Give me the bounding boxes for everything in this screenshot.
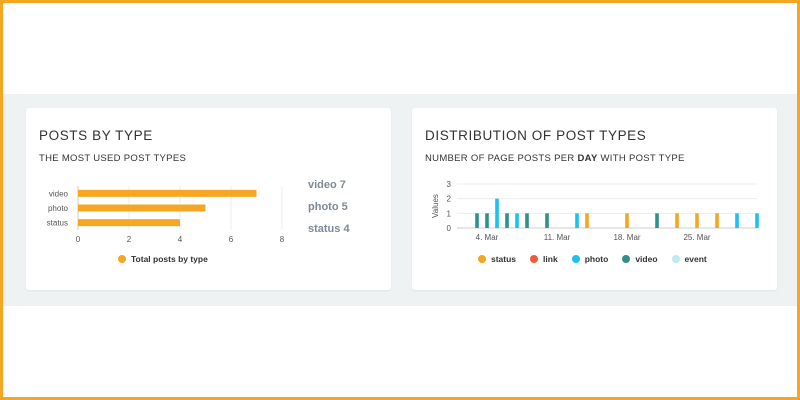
- distribution-chart: Values 0 1 2 3 4. Mar 11. Mar 18. Mar 25. Mar: [431, 180, 759, 242]
- card-subtitle: THE MOST USED POST TYPES: [39, 153, 187, 164]
- card-title: DISTRIBUTION OF POST TYPES: [425, 128, 647, 143]
- y-tick-label: 0: [447, 224, 452, 233]
- column-status: [715, 213, 719, 228]
- legend-dot: [571, 255, 580, 263]
- column-photo: [735, 213, 739, 228]
- subtitle-post: WITH POST TYPE: [597, 153, 685, 164]
- side-label-status: status 4: [308, 223, 350, 235]
- column-photo: [495, 198, 499, 228]
- legend-item-total[interactable]: Total posts by type: [118, 254, 208, 264]
- card-title: POSTS BY TYPE: [39, 128, 153, 143]
- legend-dot: [622, 255, 631, 263]
- legend-item-video[interactable]: video: [622, 254, 658, 264]
- column-video: [525, 213, 529, 228]
- legend-dot: [478, 255, 486, 263]
- legend: Total posts by type: [118, 254, 208, 264]
- column-video: [475, 213, 479, 228]
- legend-label: link: [543, 254, 558, 264]
- column-status: [625, 213, 629, 228]
- card-subtitle: NUMBER OF PAGE POSTS PER DAY WITH POST T…: [425, 153, 685, 164]
- legend-dot: [118, 255, 126, 263]
- legend-label: photo: [584, 254, 609, 264]
- x-tick-label: 0: [76, 235, 81, 244]
- bar-video: [78, 189, 257, 197]
- legend-label: status: [491, 254, 517, 264]
- legend-item-event[interactable]: event: [671, 254, 707, 264]
- legend-dot: [671, 255, 680, 263]
- posts-by-type-card: POSTS BY TYPE THE MOST USED POST TYPES 0…: [26, 108, 391, 290]
- subtitle-bold: DAY: [577, 153, 598, 164]
- x-tick-label: 25. Mar: [683, 233, 710, 242]
- subtitle-pre: NUMBER OF PAGE POSTS PER: [425, 153, 578, 164]
- column-video: [655, 213, 659, 228]
- x-tick-label: 18. Mar: [613, 233, 640, 242]
- column-video: [505, 213, 509, 228]
- column-video: [545, 213, 549, 228]
- legend-dot: [530, 255, 539, 263]
- side-label-video: video 7: [308, 179, 346, 191]
- y-tick-label: 1: [447, 209, 452, 218]
- legend-item-status[interactable]: status: [478, 254, 516, 264]
- y-tick-label: status: [47, 219, 68, 228]
- x-tick-label: 4: [178, 235, 183, 244]
- column-status: [585, 213, 589, 228]
- column-video: [485, 213, 489, 228]
- x-tick-label: 4. Mar: [476, 233, 499, 242]
- y-tick-label: photo: [48, 204, 69, 213]
- x-tick-label: 2: [127, 235, 132, 244]
- legend: status link photo video event: [478, 254, 707, 264]
- x-tick-label: 11. Mar: [544, 233, 571, 242]
- column-status: [695, 213, 699, 228]
- legend-label: Total posts by type: [131, 254, 208, 264]
- y-tick-label: 3: [447, 180, 452, 189]
- bar-photo: [78, 204, 206, 212]
- legend-item-link[interactable]: link: [530, 254, 558, 264]
- side-label-photo: photo 5: [308, 201, 348, 213]
- distribution-card: DISTRIBUTION OF POST TYPES NUMBER OF PAG…: [412, 108, 777, 290]
- legend-item-photo[interactable]: photo: [571, 254, 609, 264]
- column-photo: [755, 213, 759, 228]
- column-status: [675, 213, 679, 228]
- column-photo: [575, 213, 579, 228]
- column-photo: [515, 213, 519, 228]
- legend-label: video: [635, 254, 658, 264]
- y-axis-label: Values: [431, 194, 440, 218]
- x-tick-label: 8: [280, 235, 285, 244]
- y-tick-label: 2: [447, 195, 452, 204]
- x-tick-label: 6: [229, 235, 234, 244]
- posts-by-type-chart: 0 2 4 6 8 video photo status: [47, 186, 285, 244]
- legend-label: event: [684, 254, 707, 264]
- bar-status: [78, 219, 180, 227]
- y-tick-label: video: [49, 189, 69, 198]
